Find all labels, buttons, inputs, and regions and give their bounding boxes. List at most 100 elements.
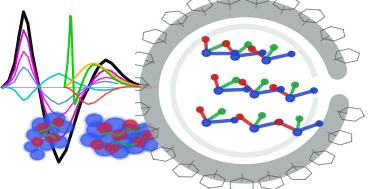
Ellipse shape (84, 113, 104, 128)
Ellipse shape (98, 123, 111, 133)
Circle shape (232, 50, 239, 56)
Circle shape (262, 57, 271, 64)
Ellipse shape (99, 133, 119, 147)
Circle shape (231, 118, 238, 123)
Circle shape (219, 109, 225, 114)
Circle shape (236, 114, 243, 119)
Ellipse shape (123, 140, 147, 155)
Ellipse shape (30, 116, 50, 134)
Circle shape (248, 46, 255, 51)
Circle shape (316, 121, 323, 126)
Ellipse shape (111, 145, 129, 158)
Ellipse shape (141, 139, 158, 151)
Ellipse shape (87, 122, 108, 138)
Circle shape (310, 88, 317, 93)
Ellipse shape (23, 141, 40, 153)
Ellipse shape (97, 131, 121, 149)
Ellipse shape (123, 120, 137, 130)
Ellipse shape (112, 131, 127, 139)
Ellipse shape (32, 138, 43, 146)
Ellipse shape (136, 124, 154, 136)
Ellipse shape (29, 149, 46, 161)
Ellipse shape (37, 124, 49, 132)
Ellipse shape (38, 124, 61, 140)
Ellipse shape (81, 133, 99, 146)
Circle shape (276, 119, 283, 125)
Ellipse shape (143, 131, 156, 139)
Ellipse shape (52, 136, 67, 148)
Circle shape (231, 53, 239, 60)
Ellipse shape (39, 139, 54, 150)
Circle shape (270, 85, 277, 90)
Circle shape (211, 75, 218, 80)
Ellipse shape (120, 125, 141, 139)
Ellipse shape (129, 131, 149, 145)
Circle shape (259, 113, 266, 118)
Circle shape (296, 116, 303, 121)
Circle shape (250, 125, 259, 132)
Circle shape (245, 42, 252, 47)
Ellipse shape (54, 120, 74, 134)
Ellipse shape (104, 118, 126, 132)
Ellipse shape (79, 132, 101, 148)
Ellipse shape (37, 138, 56, 152)
Circle shape (275, 119, 282, 125)
Ellipse shape (101, 116, 129, 134)
Ellipse shape (31, 137, 44, 147)
Ellipse shape (46, 134, 59, 142)
Circle shape (261, 79, 268, 84)
Ellipse shape (96, 122, 113, 134)
Ellipse shape (56, 121, 73, 133)
Ellipse shape (40, 126, 58, 138)
Ellipse shape (104, 142, 120, 153)
Circle shape (271, 45, 278, 50)
Ellipse shape (43, 112, 67, 125)
Ellipse shape (133, 137, 145, 146)
Ellipse shape (105, 143, 119, 152)
Circle shape (259, 50, 266, 55)
Ellipse shape (52, 117, 65, 127)
Circle shape (288, 51, 295, 57)
Circle shape (202, 119, 211, 126)
Ellipse shape (114, 136, 135, 148)
Circle shape (292, 82, 298, 88)
Ellipse shape (86, 114, 102, 126)
Ellipse shape (122, 119, 138, 131)
Ellipse shape (84, 120, 110, 140)
Circle shape (239, 80, 246, 85)
Circle shape (293, 129, 302, 136)
Circle shape (202, 37, 209, 42)
Ellipse shape (25, 142, 38, 152)
Circle shape (197, 107, 203, 112)
Ellipse shape (95, 144, 114, 156)
Ellipse shape (108, 144, 131, 160)
Ellipse shape (36, 122, 51, 134)
Ellipse shape (117, 123, 143, 141)
Ellipse shape (31, 150, 44, 160)
Ellipse shape (25, 128, 44, 142)
Circle shape (233, 77, 240, 83)
Ellipse shape (46, 113, 65, 124)
Ellipse shape (90, 139, 105, 150)
Ellipse shape (53, 118, 64, 126)
Circle shape (243, 87, 250, 92)
Circle shape (250, 91, 259, 98)
Circle shape (223, 40, 230, 46)
Circle shape (286, 95, 295, 102)
Circle shape (278, 87, 284, 92)
Ellipse shape (140, 137, 160, 152)
Ellipse shape (110, 129, 129, 140)
Circle shape (214, 87, 223, 94)
Ellipse shape (125, 142, 144, 154)
Ellipse shape (141, 130, 158, 140)
Ellipse shape (32, 118, 49, 132)
Ellipse shape (111, 134, 137, 150)
Ellipse shape (127, 129, 151, 146)
Ellipse shape (134, 122, 156, 138)
Ellipse shape (132, 136, 147, 147)
Ellipse shape (27, 129, 42, 141)
Circle shape (223, 41, 229, 46)
Ellipse shape (91, 140, 103, 149)
Ellipse shape (92, 142, 117, 157)
Ellipse shape (44, 133, 61, 143)
